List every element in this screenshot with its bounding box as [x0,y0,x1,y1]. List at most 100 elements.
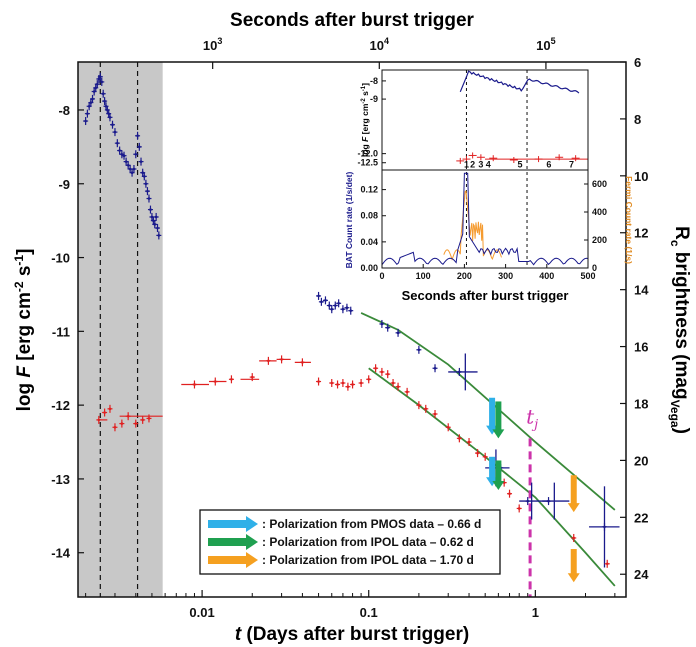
data-point [155,224,161,233]
data-point [107,113,113,122]
y-tick-label: -13 [51,472,70,487]
inset-point-label: 5 [518,159,523,169]
data-point [103,102,109,111]
data-point [379,367,385,376]
data-point [344,303,350,312]
x-tick-label: 1 [532,605,539,620]
data-point [84,109,90,118]
data-point [423,404,429,413]
y2-tick-label: 24 [634,567,649,582]
inset-fermi-tick-label: 0 [592,263,597,273]
data-point [340,305,346,314]
data-point [135,131,141,140]
series-red-optical [96,355,610,568]
legend-item: : Polarization from IPOL data – 1.70 d [208,552,474,568]
data-point [358,379,364,387]
data-point [332,301,338,310]
data-point [228,375,234,384]
fit-line-0 [360,312,616,511]
top-axis-ticks: 103 104 105 [203,36,556,69]
series-blue-xray [83,72,620,568]
inset-bat-tick-label: 0.04 [360,237,378,247]
inset-x-tick-label: 400 [539,271,554,281]
polarization-arrow [492,401,505,439]
inset-bottom-y-label: BAT Count rate (1/s/det) [344,172,354,269]
inset-point-label: 7 [569,159,574,169]
y2-tick-label: 20 [634,453,648,468]
data-point [112,128,118,137]
polarization-arrow [567,549,580,583]
data-point [152,220,158,229]
polarization-arrow [486,397,499,435]
data-point [97,72,103,81]
data-point [106,109,112,118]
data-point [90,94,96,103]
inset-top-panel: 1 2 3 4 5 6 7 -8 -9 -12.0-12.5 [357,70,588,268]
data-point [395,328,401,337]
data-point [466,438,472,447]
inset-red-point [462,156,471,163]
data-point [348,306,354,315]
y-tick-label: -9 [58,177,70,192]
top-tick-label: 105 [536,36,555,53]
data-point [141,172,147,181]
polarization-arrow [567,475,580,513]
right-axis-ticks: 6 8 10 12 14 16 18 20 22 24 [620,55,649,582]
data-point [507,489,513,498]
top-tick-label: 103 [203,36,222,53]
data-point [336,299,342,308]
data-point [133,419,139,428]
data-point [131,165,137,173]
data-point [329,305,335,314]
data-point [136,142,142,151]
data-point [102,408,108,417]
data-point [88,98,94,107]
data-point [99,77,105,86]
data-point [516,504,522,513]
data-point [138,157,144,166]
data-point [475,449,481,458]
inset-point-label: 1 [464,159,469,169]
inset-bottom-panel: 0.00 0.04 0.08 0.12 0 200 400 600 0 100 200 300 400 5… [360,172,607,281]
top-tick-label: 104 [370,36,389,53]
inset-fermi-tick-label: 400 [592,207,607,217]
inset-point-label: 2 [470,159,475,169]
dashed-lines [99,62,139,597]
data-point [335,380,341,389]
inset-y-tick-label: -12.0 [357,149,378,159]
svg-text:: Polarization from PMOS data: : Polarization from PMOS data – 0.66 d [262,517,481,531]
data-point [482,452,488,461]
y-axis-label: log F [erg cm-2 s-1] [12,249,35,412]
data-point [133,150,139,159]
x-axis-label: t (Days after burst trigger) [235,624,469,645]
data-point [390,379,396,387]
data-point [147,205,153,214]
fit-lines [360,312,616,587]
inset-red-point [468,152,477,159]
data-point [83,117,89,126]
data-point [119,419,125,428]
data-point [91,87,97,96]
inset-frame [381,69,589,269]
inset-bat-curve [381,172,589,266]
y-tick-label: -8 [58,103,70,118]
data-point [153,212,159,221]
y-tick-label: -10 [51,251,70,266]
inset-x-tick-label: 200 [457,271,472,281]
inset-bottom-y2-label: Fermi Count rate (1/s) [624,176,634,264]
y2-tick-label: 8 [634,112,641,127]
data-point [121,151,127,160]
y2-tick-label: 14 [634,283,649,298]
x-tick-label: 0.01 [189,605,214,620]
data-point [107,404,113,413]
bottom-axis-ticks: 0.01 0.1 1 [85,590,616,620]
data-point [385,370,391,379]
shaded-region [78,62,163,597]
y-tick-label: -12 [51,398,70,413]
legend-item: : Polarization from IPOL data – 0.62 d [208,534,474,550]
inset-bat-tick-label: 0.12 [360,185,378,195]
polarization-arrow [486,456,499,487]
data-point [379,319,385,328]
data-point [100,89,106,98]
